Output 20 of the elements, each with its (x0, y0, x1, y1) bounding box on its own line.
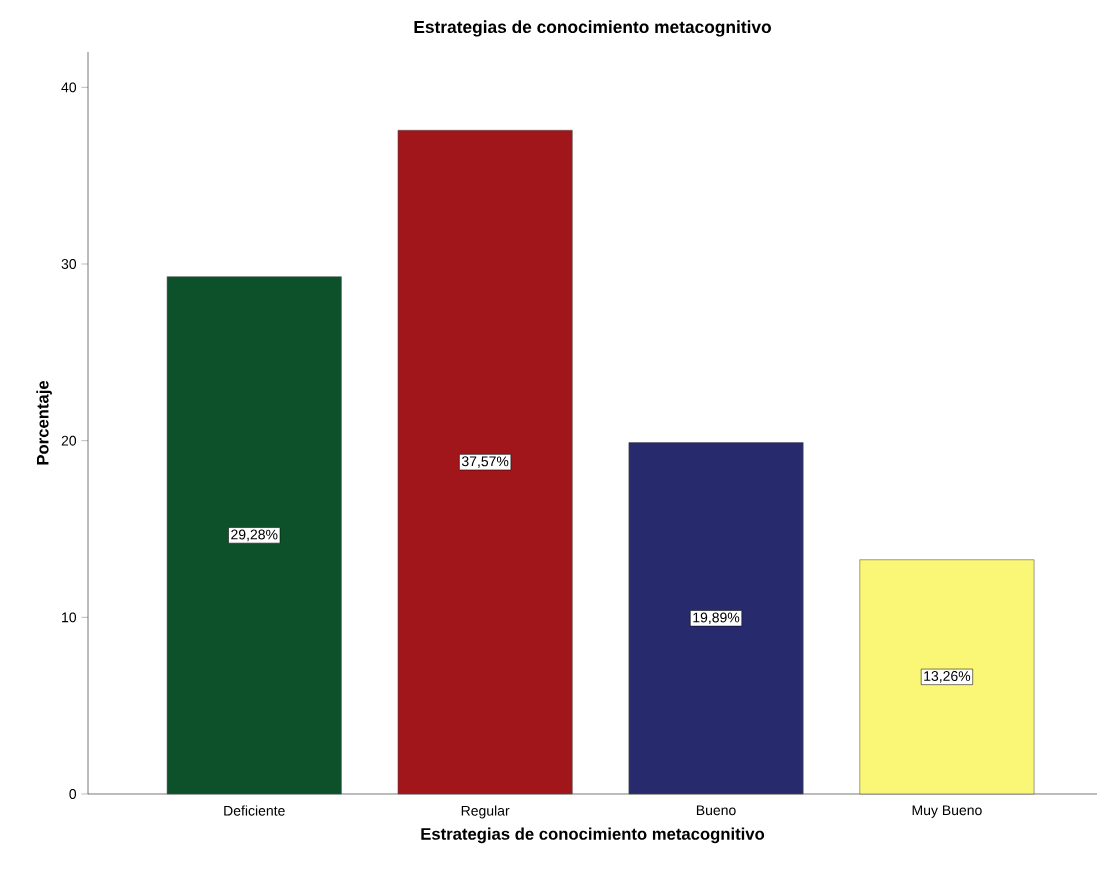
data-label: 19,89% (693, 612, 740, 625)
bar (859, 559, 1035, 795)
data-label: 13,26% (924, 671, 971, 683)
y-tick-label: 30 (61, 259, 77, 269)
y-axis-title: Porcentaje (36, 380, 52, 465)
data-label: 29,28% (231, 529, 278, 542)
x-tick-label: Muy Bueno (912, 805, 982, 818)
chart-title: Estrategias de conocimiento metacognitivo (414, 20, 771, 37)
x-tick-label: Deficiente (224, 805, 285, 816)
y-tick-label: 20 (61, 435, 77, 446)
y-tick-label: 40 (61, 82, 77, 93)
y-tick-label: 10 (62, 612, 77, 623)
y-tick-label: 0 (69, 789, 77, 799)
bar (628, 442, 804, 795)
bar (397, 129, 573, 795)
x-tick-label: Bueno (696, 805, 736, 816)
x-axis-title: Estrategias de conocimiento metacognitivo (421, 827, 765, 844)
data-label: 37,57% (461, 456, 509, 468)
x-tick-label: Regular (461, 805, 510, 819)
bar (166, 276, 342, 795)
